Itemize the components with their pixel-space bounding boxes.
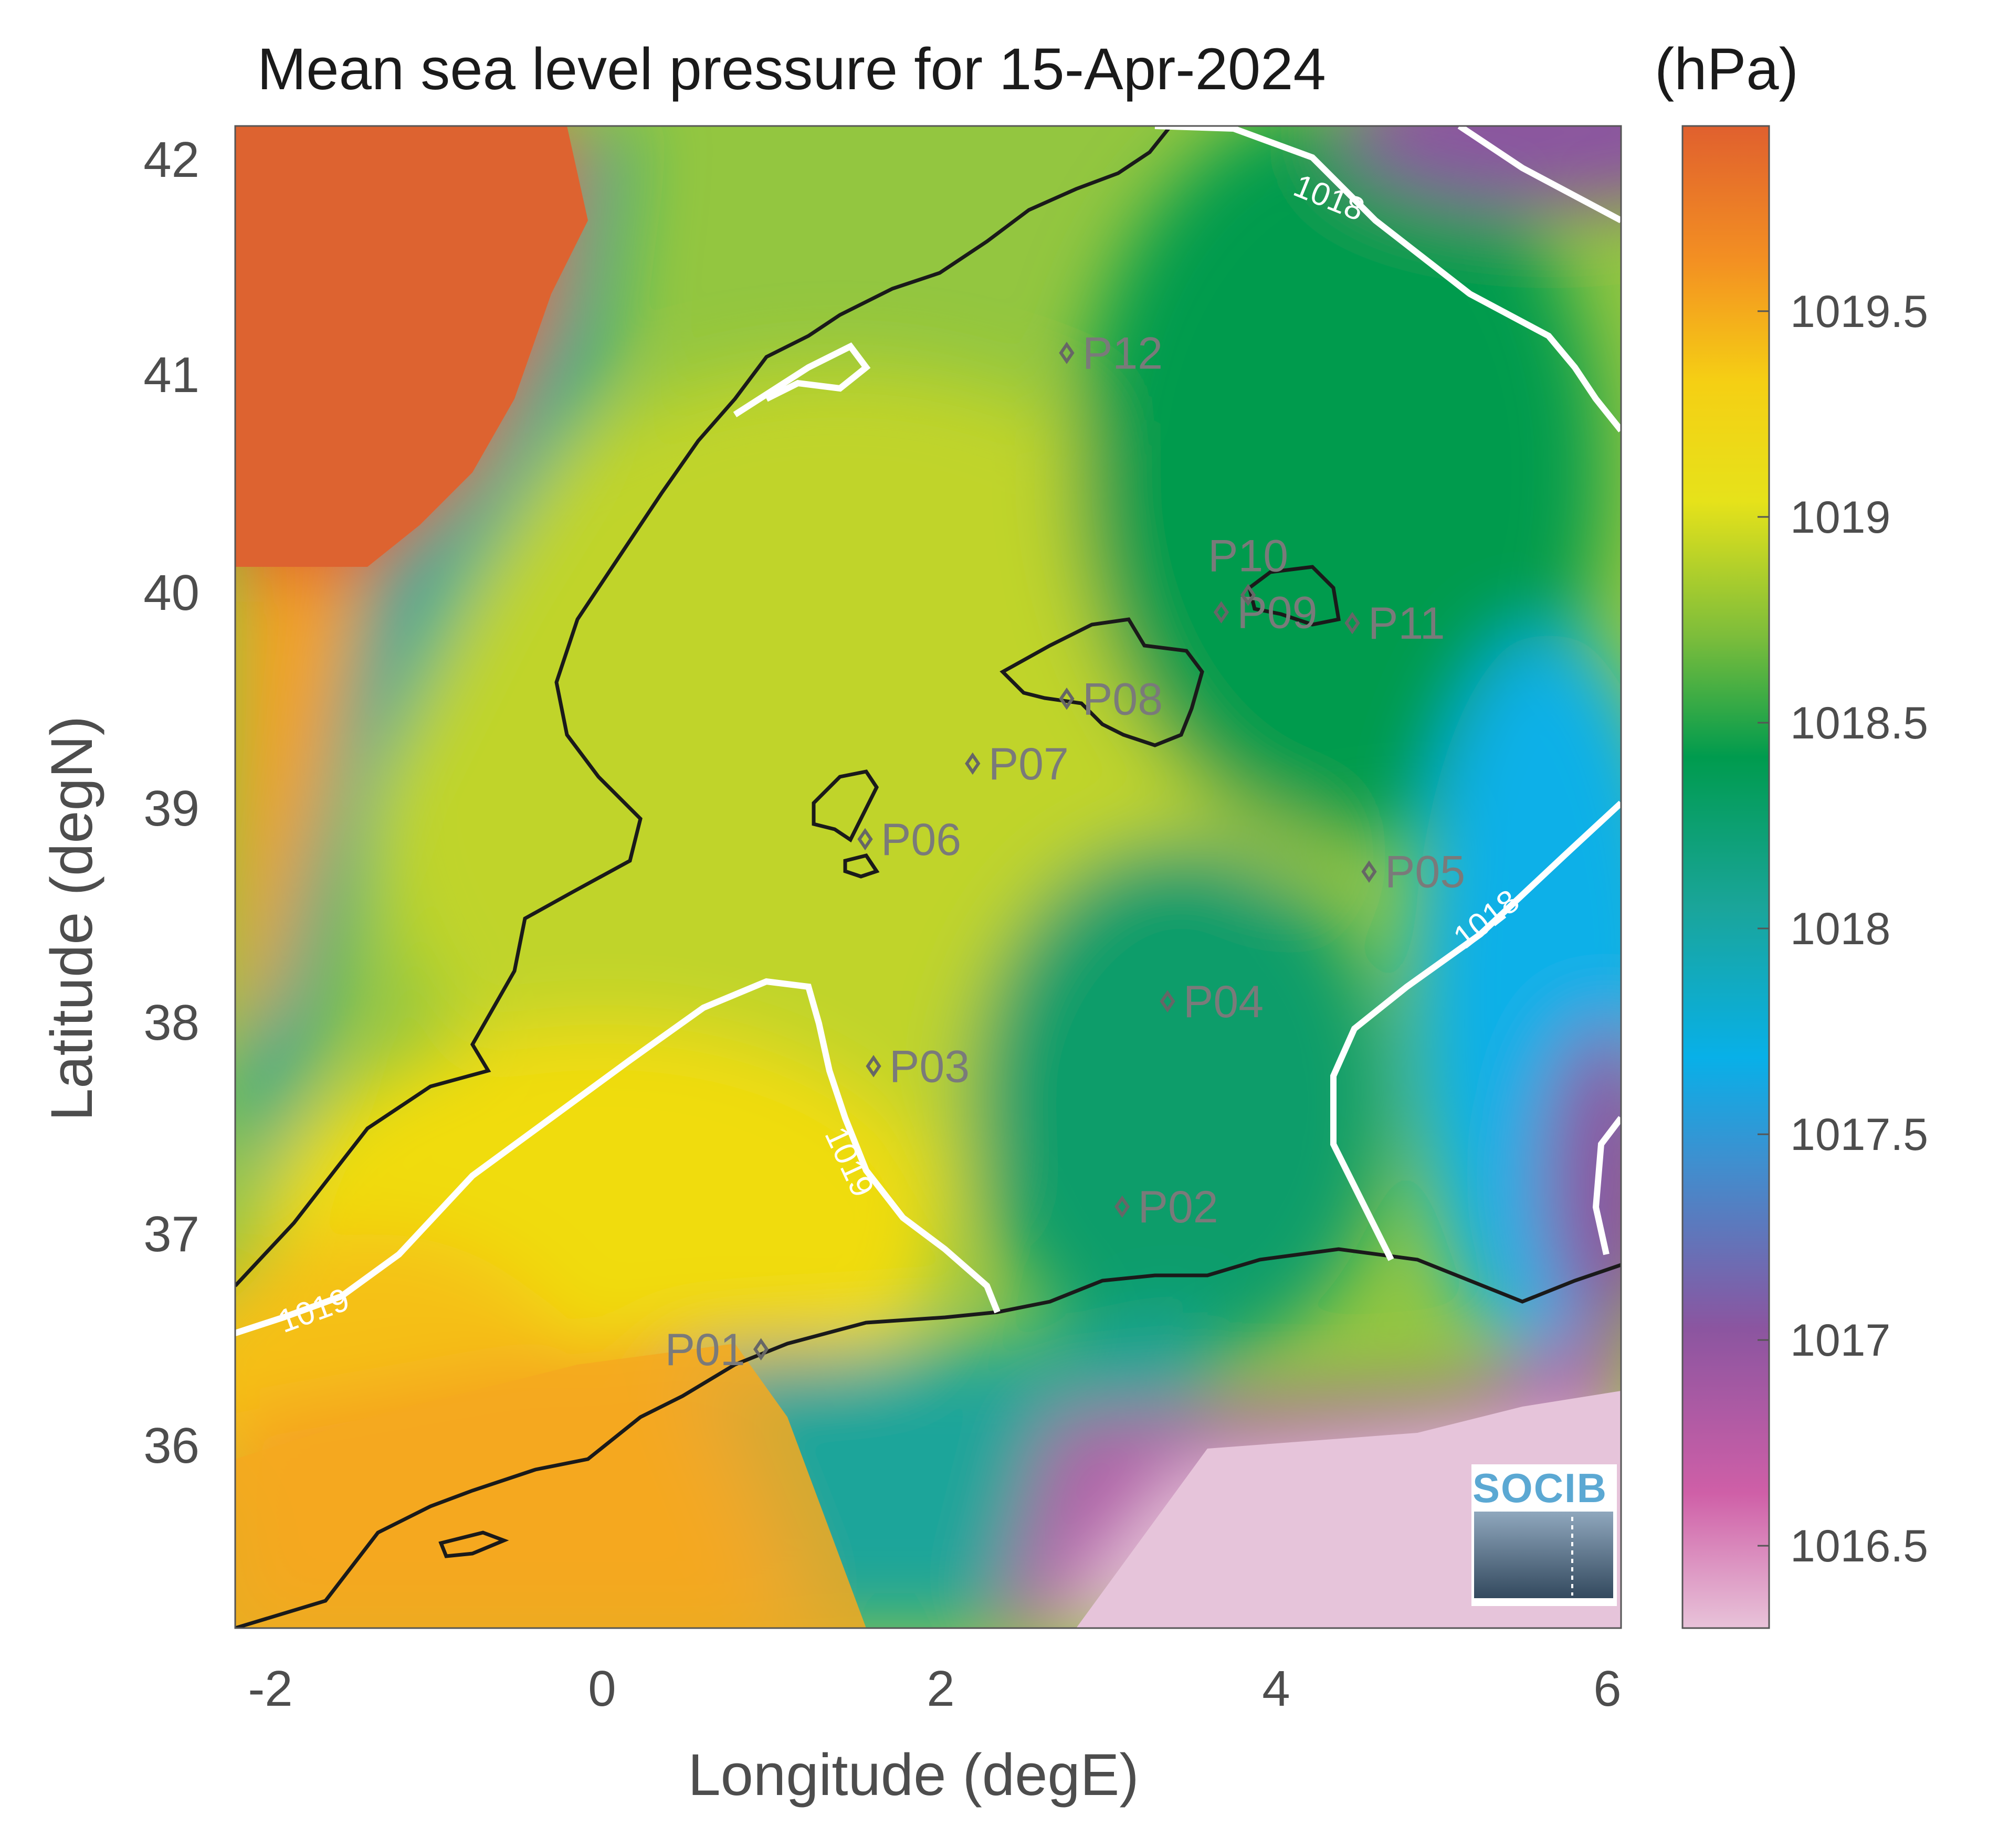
x-axis-ticks: -2 0 2 4 6 <box>248 1661 1621 1717</box>
colorbar-tick-label: 1018.5 <box>1790 698 1928 748</box>
colorbar-tick-label: 1017 <box>1790 1315 1890 1366</box>
station-label-p04: P04 <box>1183 977 1264 1027</box>
station-marker-p02 <box>1114 1195 1130 1218</box>
contour-lines <box>235 126 1621 1336</box>
colorbar-tick-label: 1019.5 <box>1790 287 1928 337</box>
station-label-p07: P07 <box>988 739 1069 789</box>
colorbar-tick-label: 1018 <box>1790 904 1890 954</box>
station-label-p12: P12 <box>1082 328 1163 378</box>
station-label-p10: P10 <box>1208 531 1288 582</box>
station-marker-p05 <box>1361 860 1377 883</box>
station-marker-p11 <box>1344 611 1360 635</box>
contour-1018-small <box>733 342 871 418</box>
station-label-p03: P03 <box>889 1041 970 1092</box>
y-tick-label: 37 <box>143 1206 199 1262</box>
contour-1018-east <box>1330 800 1621 1261</box>
y-tick-label: 41 <box>143 347 199 403</box>
x-tick-label: 2 <box>927 1661 954 1717</box>
spain-land <box>235 126 588 567</box>
station-marker-p09 <box>1213 601 1229 624</box>
x-tick-label: 4 <box>1262 1661 1290 1717</box>
colorbar: 1016.5 1017 1017.5 1018 1018.5 1019 1019.5 <box>1681 125 1928 1629</box>
y-tick-label: 40 <box>143 565 199 621</box>
station-label-p05: P05 <box>1385 847 1465 897</box>
chart-title: Mean sea level pressure for 15-Apr-2024 <box>257 36 1326 102</box>
station-label-p09: P09 <box>1237 588 1317 638</box>
colorbar-tick-label: 1017.5 <box>1790 1110 1928 1160</box>
station-marker-p07 <box>965 752 981 775</box>
station-label-p01: P01 <box>665 1325 745 1375</box>
station-marker-p03 <box>866 1055 881 1078</box>
y-tick-label: 39 <box>143 780 199 837</box>
station-label-p11: P11 <box>1368 598 1445 649</box>
contour-1019 <box>235 978 1001 1336</box>
contour-1018-north <box>1154 126 1621 432</box>
station-marker-p04 <box>1160 990 1175 1013</box>
colorbar-ticks: 1016.5 1017 1017.5 1018 1018.5 1019 1019.5 <box>1758 287 1928 1571</box>
africa-land-west <box>235 1344 866 1628</box>
colorbar-tick-label: 1019 <box>1790 492 1890 543</box>
station-marker-p06 <box>857 828 873 851</box>
y-tick-label: 36 <box>143 1418 199 1474</box>
colorbar-tick-label: 1016.5 <box>1790 1521 1928 1571</box>
y-axis-title: Latitude (degN) <box>39 716 104 1121</box>
socib-logo-text: SOCIB <box>1472 1465 1607 1511</box>
map-frame <box>234 125 1622 1629</box>
socib-logo: SOCIB <box>1471 1464 1617 1606</box>
station-marker-p12 <box>1059 342 1075 364</box>
colorbar-unit-label: (hPa) <box>1655 36 1798 102</box>
y-axis-ticks: 36 37 38 39 40 41 42 <box>143 132 199 1474</box>
station-marker-p10 <box>1240 584 1256 606</box>
contour-1018-east-2 <box>1592 1116 1621 1255</box>
x-tick-label: -2 <box>248 1661 292 1717</box>
station-label-p08: P08 <box>1082 674 1163 724</box>
map-panel: 1018 1018 1019 1019 P01P02P03P04P05P06P0… <box>235 126 1621 1628</box>
contour-1018-north-east <box>1457 126 1621 224</box>
x-tick-label: 6 <box>1593 1661 1621 1717</box>
station-label-p02: P02 <box>1138 1182 1218 1232</box>
x-axis-title: Longitude (degE) <box>688 1742 1139 1808</box>
station-marker-p08 <box>1059 687 1075 710</box>
y-tick-label: 42 <box>143 132 199 188</box>
y-tick-label: 38 <box>143 995 199 1051</box>
x-tick-label: 0 <box>588 1661 616 1717</box>
station-marker-p01 <box>753 1338 769 1361</box>
colorbar-gradient <box>1681 125 1770 1629</box>
station-points: P01 P02 P03 P04 P05 P06 P07 P08 P09 P10 P11 P12 <box>665 328 1465 1375</box>
station-label-p06: P06 <box>881 815 961 865</box>
